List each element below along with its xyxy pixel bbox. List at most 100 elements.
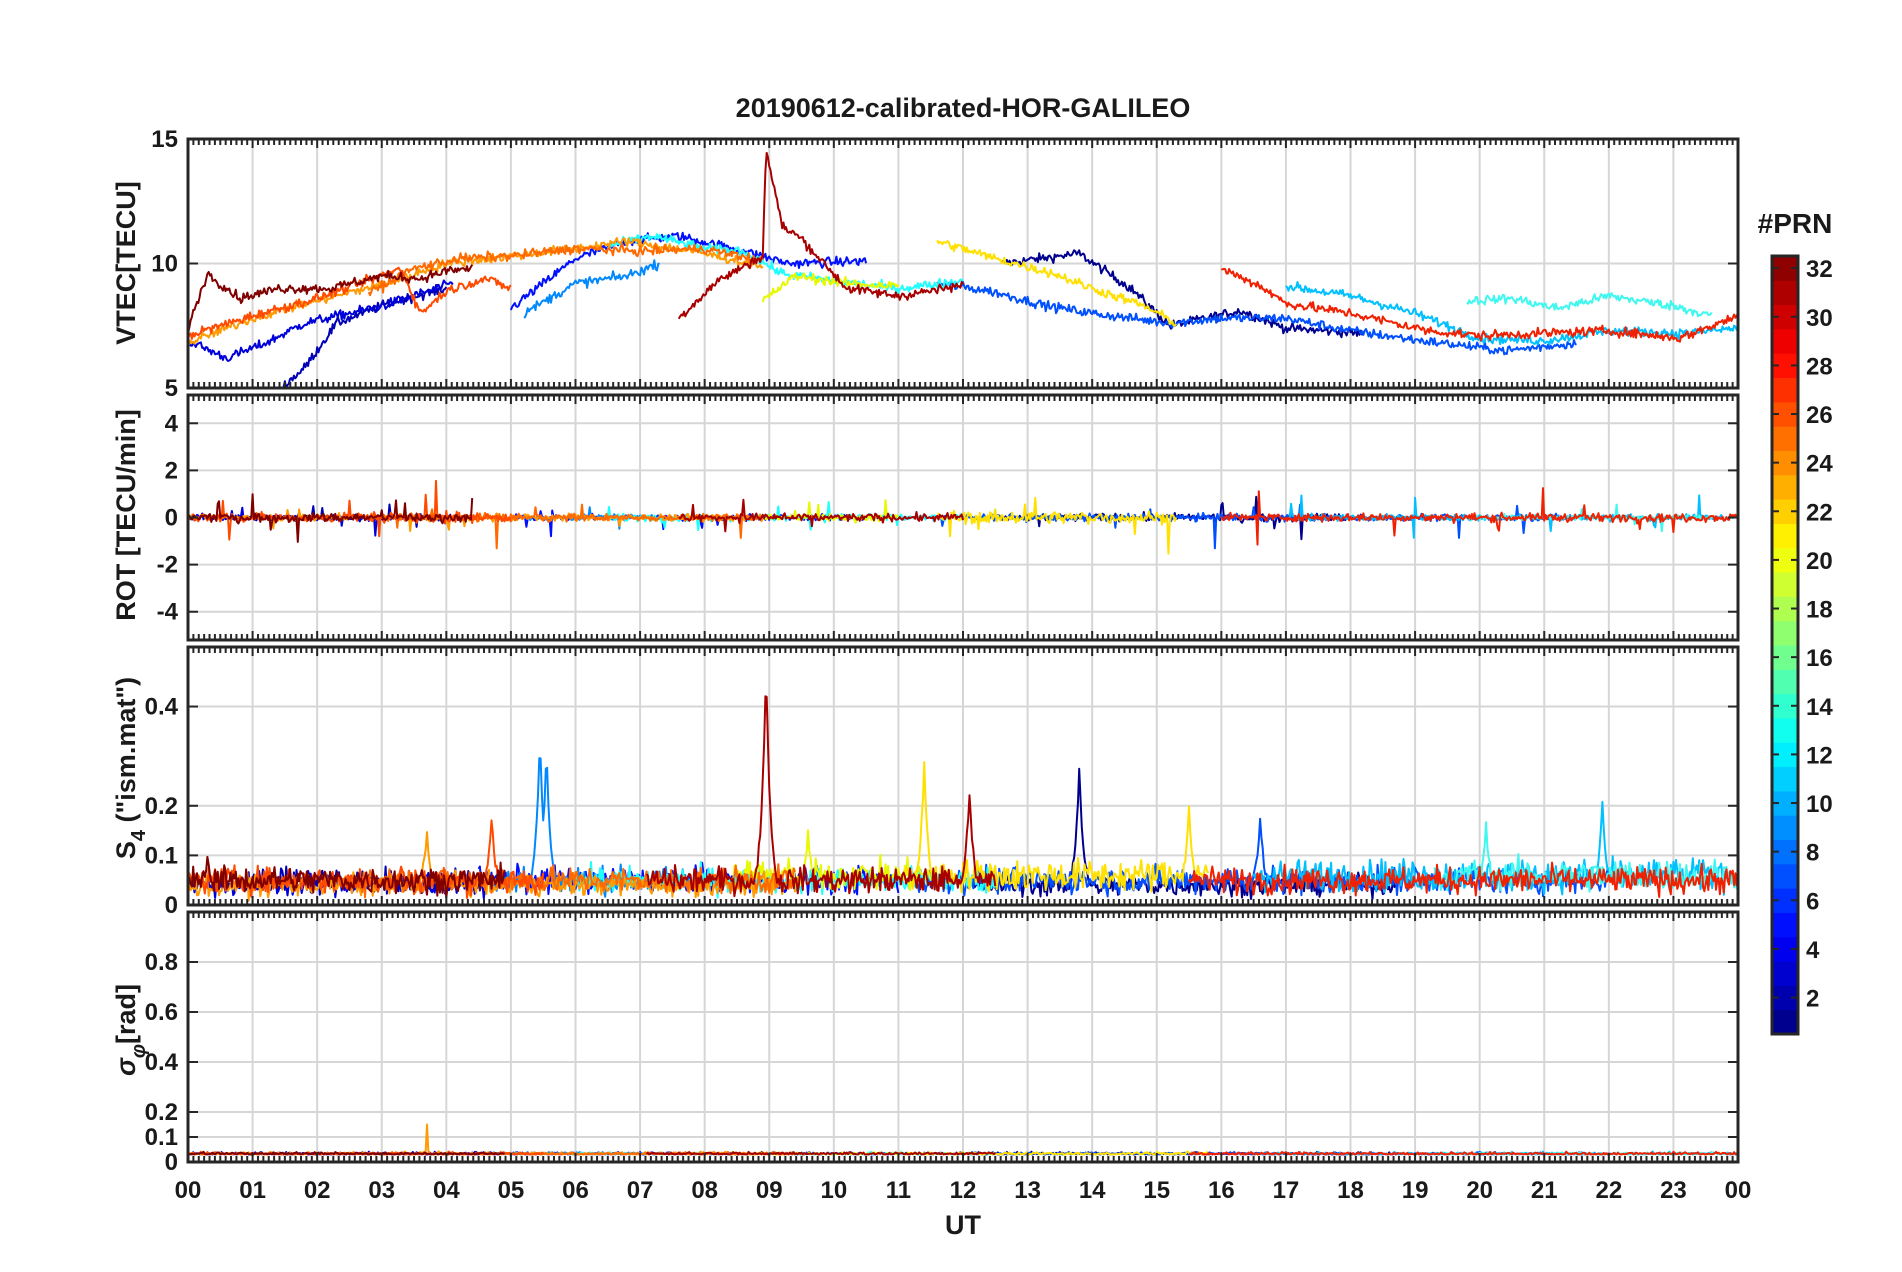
- colorbar-tick-label: 26: [1806, 402, 1833, 429]
- vtec-panel: 5 10 15: [151, 126, 1740, 402]
- x-tick-label: 20: [1466, 1177, 1493, 1204]
- colorbar-band: [1772, 620, 1798, 646]
- x-tick-label: 05: [498, 1177, 525, 1204]
- colorbar-band: [1772, 474, 1798, 500]
- colorbar-title: #PRN: [1758, 208, 1833, 239]
- s4-x-ticks: [187, 647, 1739, 905]
- colorbar-tick-label: 22: [1806, 499, 1833, 526]
- x-tick-label: 15: [1143, 1177, 1170, 1204]
- colorbar-band: [1772, 1009, 1798, 1035]
- colorbar-band: [1772, 912, 1798, 938]
- x-tick-label: 18: [1337, 1177, 1364, 1204]
- x-tick-label: 14: [1079, 1177, 1106, 1204]
- rot-y-tick-label: 0: [165, 505, 178, 532]
- colorbar-tick-label: 16: [1806, 645, 1833, 672]
- vtec-series-prn-7: [936, 281, 1577, 356]
- vtec-series-prn-32: [188, 264, 474, 334]
- vtec-series-prn-3: [188, 279, 454, 362]
- rot-series-group: [188, 479, 1738, 555]
- colorbar-tick-label: 6: [1806, 888, 1819, 915]
- colorbar-band: [1772, 717, 1798, 743]
- colorbar-band: [1772, 961, 1798, 986]
- rot-series-prn-31: [678, 498, 964, 533]
- rot-panel: -4 -2 0 2 4: [157, 393, 1740, 642]
- vtec-series-prn-1: [1001, 249, 1365, 339]
- x-tick-label: 19: [1402, 1177, 1429, 1204]
- chart-title: 20190612-calibrated-HOR-GALILEO: [736, 93, 1191, 123]
- x-tick-label: 21: [1531, 1177, 1558, 1204]
- sigma-phi-y-tick-label: 0.6: [145, 999, 178, 1026]
- s4-series-prn-14: [1433, 821, 1738, 894]
- s4-y-tick-label: 0.1: [145, 842, 178, 869]
- colorbar-tick-label: 12: [1806, 742, 1833, 769]
- vtec-series-prn-9: [523, 259, 661, 319]
- colorbar-tick-label: 20: [1806, 548, 1833, 575]
- x-tick-label: 07: [627, 1177, 654, 1204]
- s4-y-tick-label: 0: [165, 892, 178, 919]
- x-tick-label: 10: [820, 1177, 847, 1204]
- sigma-phi-series-prn-32: [188, 1150, 505, 1156]
- vtec-series-prn-19: [761, 272, 900, 303]
- s4-series-prn-31: [645, 695, 997, 898]
- s4-ylabel: S4 ("ism.mat"): [111, 677, 150, 859]
- s4-panel: 0 0.1 0.2 0.4: [145, 645, 1740, 919]
- colorbar-band: [1772, 766, 1798, 792]
- s4-y-tick-label: 0.4: [145, 694, 179, 721]
- rot-y-tick-label: 2: [165, 457, 178, 484]
- x-tick-label: 00: [1725, 1177, 1752, 1204]
- colorbar-tick-label: 28: [1806, 353, 1833, 380]
- colorbar-band: [1772, 426, 1798, 451]
- x-tick-label: 01: [239, 1177, 266, 1204]
- colorbar-band: [1772, 572, 1798, 597]
- x-tick-label: 11: [886, 1177, 911, 1204]
- colorbar-tick-label: 32: [1806, 256, 1833, 283]
- vtec-series-group: [188, 151, 1738, 388]
- colorbar-band: [1772, 280, 1798, 306]
- sigma-phi-y-tick-label: 0: [165, 1149, 178, 1176]
- x-tick-label: 09: [756, 1177, 783, 1204]
- colorbar-tick-label: 14: [1806, 694, 1833, 721]
- colorbar-tick-label: 24: [1806, 451, 1833, 478]
- rot-y-tick-label: -4: [157, 599, 179, 626]
- colorbar-band: [1772, 377, 1798, 403]
- x-tick-label: 03: [368, 1177, 395, 1204]
- s4-series-prn-20: [903, 761, 1210, 894]
- sigma-phi-panel: 00.10.2 0.4 0.6 0.8: [145, 910, 1740, 1176]
- x-tick-label: 16: [1208, 1177, 1235, 1204]
- s4-grid: [188, 647, 1738, 905]
- sigma-phi-series-prn-28: [1188, 1150, 1738, 1156]
- x-tick-label: 13: [1014, 1177, 1041, 1204]
- s4-series-group: [188, 695, 1738, 902]
- rot-series-prn-28: [1220, 487, 1738, 546]
- sigma-phi-x-ticks: [187, 912, 1739, 1162]
- colorbar-tick-label: 4: [1806, 937, 1820, 964]
- colorbar-tick-label: 10: [1806, 791, 1833, 818]
- colorbar-band: [1772, 863, 1798, 889]
- vtec-series-prn-20: [936, 239, 1177, 327]
- sigma-phi-y-tick-label: 0.4: [145, 1049, 179, 1076]
- vtec-series-prn-14: [1466, 292, 1713, 318]
- x-tick-label: 02: [304, 1177, 331, 1204]
- x-tick-label: 17: [1273, 1177, 1300, 1204]
- vtec-series-prn-31: [677, 151, 964, 320]
- x-axis-label: UT: [945, 1210, 981, 1240]
- s4-series-prn-28: [1188, 861, 1738, 898]
- rot-ylabel: ROT [TECU/min]: [111, 409, 141, 620]
- colorbar-band: [1772, 669, 1798, 695]
- vtec-series-prn-13: [606, 233, 964, 296]
- vtec-series-prn-5: [509, 231, 868, 311]
- vtec-y-tick-label: 15: [151, 126, 178, 153]
- x-tick-label: 22: [1595, 1177, 1622, 1204]
- s4-y-tick-label: 0.2: [145, 793, 178, 820]
- colorbar-band: [1772, 523, 1798, 549]
- sigma-phi-ylabel: σφ[rad]: [111, 984, 150, 1076]
- colorbar-tick-label: 2: [1806, 986, 1819, 1013]
- vtec-x-ticks: [187, 139, 1739, 388]
- sigma-phi-grid: [188, 912, 1738, 1162]
- sigma-phi-y-tick-label: 0.2: [145, 1099, 178, 1126]
- colorbar-band: [1772, 328, 1798, 354]
- vtec-ylabel: VTEC[TECU]: [111, 181, 141, 345]
- x-tick-label: 08: [691, 1177, 718, 1204]
- vtec-y-tick-label: 10: [151, 251, 178, 278]
